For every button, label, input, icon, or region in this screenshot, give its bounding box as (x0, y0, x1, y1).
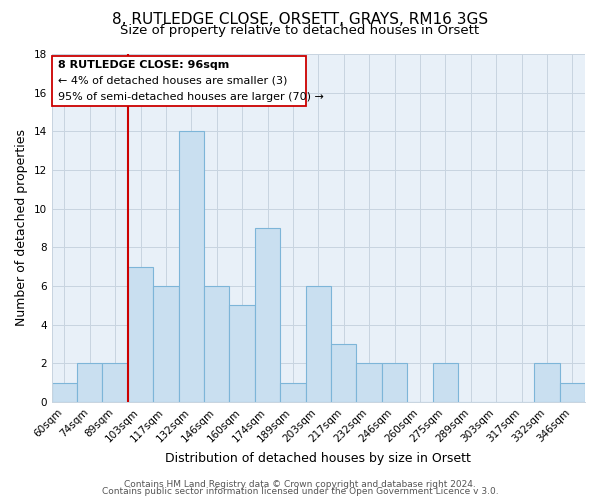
Bar (356, 364, 382, 402)
Text: Contains HM Land Registry data © Crown copyright and database right 2024.: Contains HM Land Registry data © Crown c… (124, 480, 476, 489)
Bar (52, 382, 77, 402)
Bar (382, 364, 407, 402)
Text: Contains public sector information licensed under the Open Government Licence v : Contains public sector information licen… (101, 487, 499, 496)
FancyBboxPatch shape (52, 56, 305, 106)
Bar (153, 286, 179, 402)
Bar (534, 364, 560, 402)
Text: Size of property relative to detached houses in Orsett: Size of property relative to detached ho… (121, 24, 479, 37)
Bar (229, 306, 255, 402)
Bar (560, 382, 585, 402)
Text: ← 4% of detached houses are smaller (3): ← 4% of detached houses are smaller (3) (58, 76, 287, 86)
Bar (331, 344, 356, 402)
Text: 95% of semi-detached houses are larger (70) →: 95% of semi-detached houses are larger (… (58, 92, 324, 102)
Bar (103, 364, 128, 402)
Bar (305, 286, 331, 402)
Bar (433, 364, 458, 402)
Bar (179, 132, 204, 402)
Text: 8, RUTLEDGE CLOSE, ORSETT, GRAYS, RM16 3GS: 8, RUTLEDGE CLOSE, ORSETT, GRAYS, RM16 3… (112, 12, 488, 28)
Bar (77, 364, 103, 402)
Bar (255, 228, 280, 402)
Text: 8 RUTLEDGE CLOSE: 96sqm: 8 RUTLEDGE CLOSE: 96sqm (58, 60, 229, 70)
X-axis label: Distribution of detached houses by size in Orsett: Distribution of detached houses by size … (166, 452, 471, 465)
Bar (280, 382, 305, 402)
Bar (204, 286, 229, 402)
Y-axis label: Number of detached properties: Number of detached properties (15, 130, 28, 326)
Bar (128, 266, 153, 402)
